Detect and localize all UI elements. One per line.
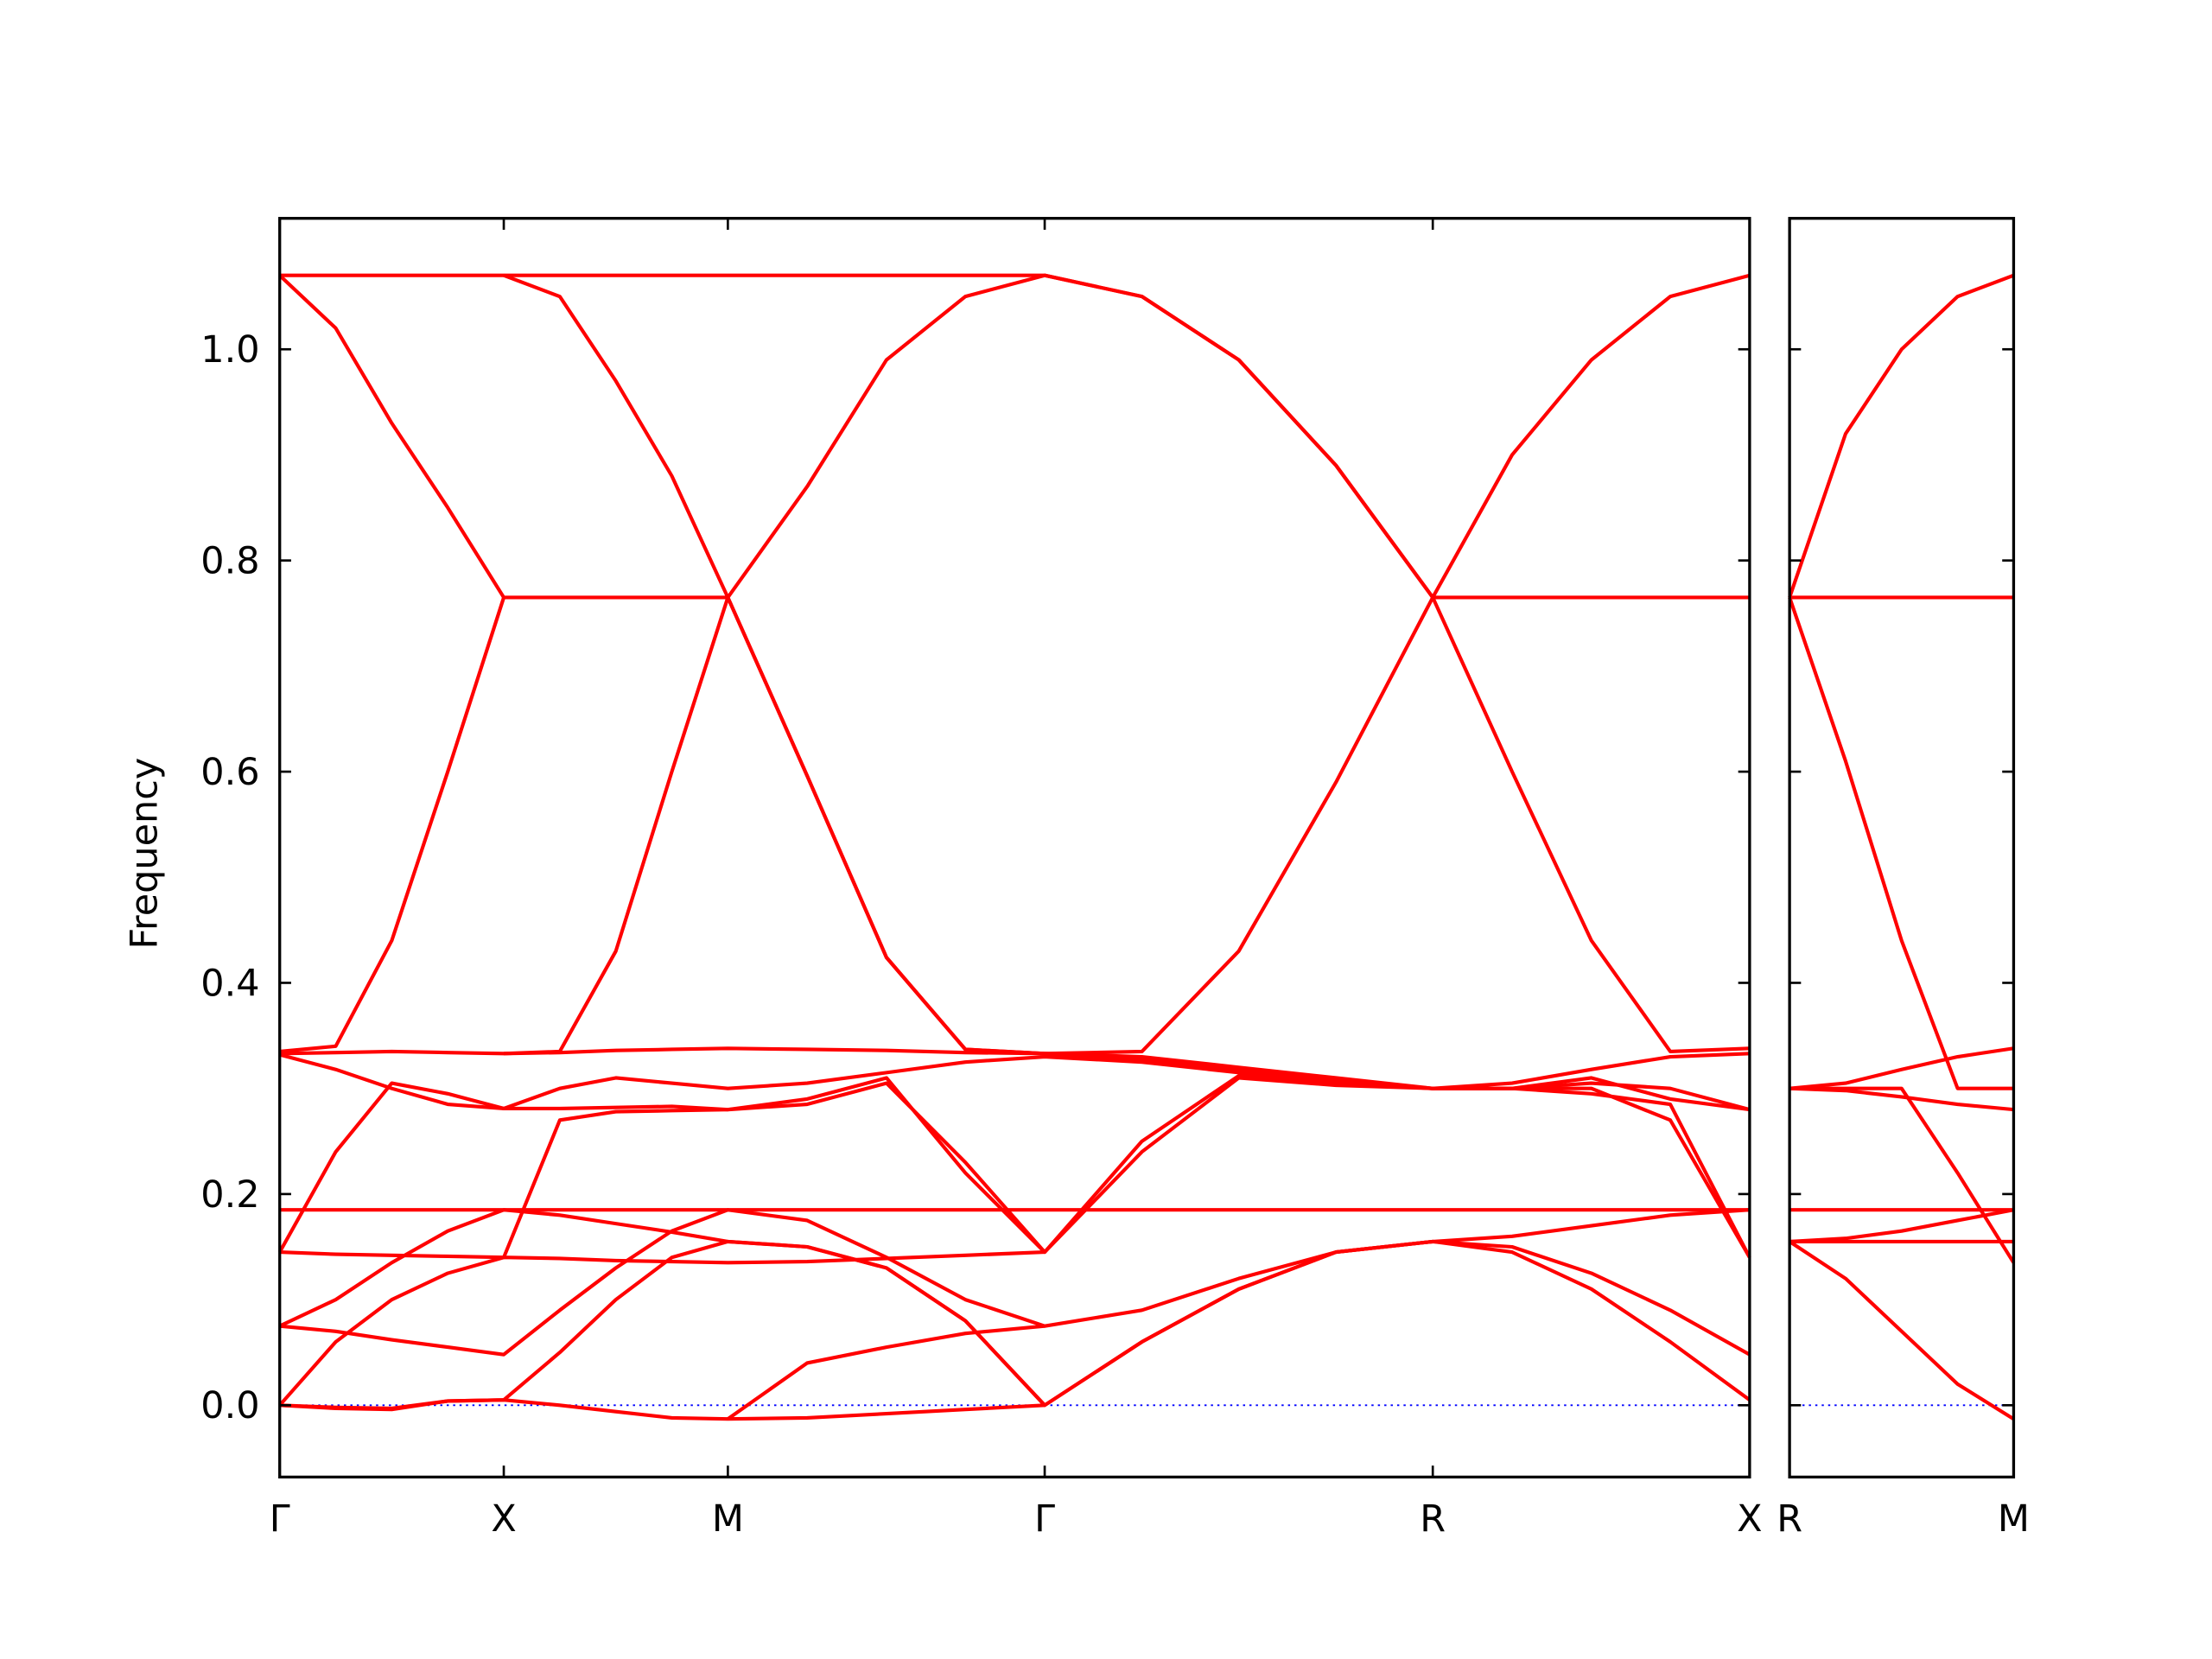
y-tick-label: 1.0 (200, 328, 259, 372)
plot-frame (278, 217, 1751, 1479)
band-line (727, 1324, 1046, 1421)
x-tick-label: R (1777, 1497, 1802, 1541)
x-tick-label: R (1420, 1497, 1446, 1541)
y-tick-label: 0.0 (200, 1384, 259, 1427)
x-tick-label: X (1737, 1497, 1762, 1541)
band-line (279, 1076, 1751, 1260)
band-line (1788, 273, 2015, 599)
x-tick-label: Γ (1034, 1497, 1055, 1541)
band-line (278, 273, 1750, 600)
band-line (1789, 1086, 2016, 1264)
band-line (279, 273, 1751, 600)
band-line (279, 595, 1750, 1090)
x-tick-label: X (491, 1497, 516, 1541)
y-tick-label: 0.4 (200, 962, 259, 1005)
band-line (1789, 1208, 2014, 1243)
x-tick-label: Γ (270, 1497, 290, 1541)
band-line (279, 596, 506, 1053)
y-tick-label: 0.2 (200, 1173, 259, 1217)
band-line (1789, 1046, 2014, 1090)
y-axis-label: Frequency (124, 758, 167, 950)
band-line (1788, 596, 2014, 1090)
x-tick-label: M (712, 1497, 744, 1541)
plot-frame (1788, 217, 2016, 1479)
band-line (279, 1398, 1046, 1421)
y-tick-label: 0.6 (200, 751, 259, 794)
x-tick-label: M (1998, 1497, 2030, 1541)
band-line (279, 1208, 1751, 1357)
band-line (1788, 1240, 2015, 1421)
y-tick-label: 0.8 (200, 540, 259, 583)
